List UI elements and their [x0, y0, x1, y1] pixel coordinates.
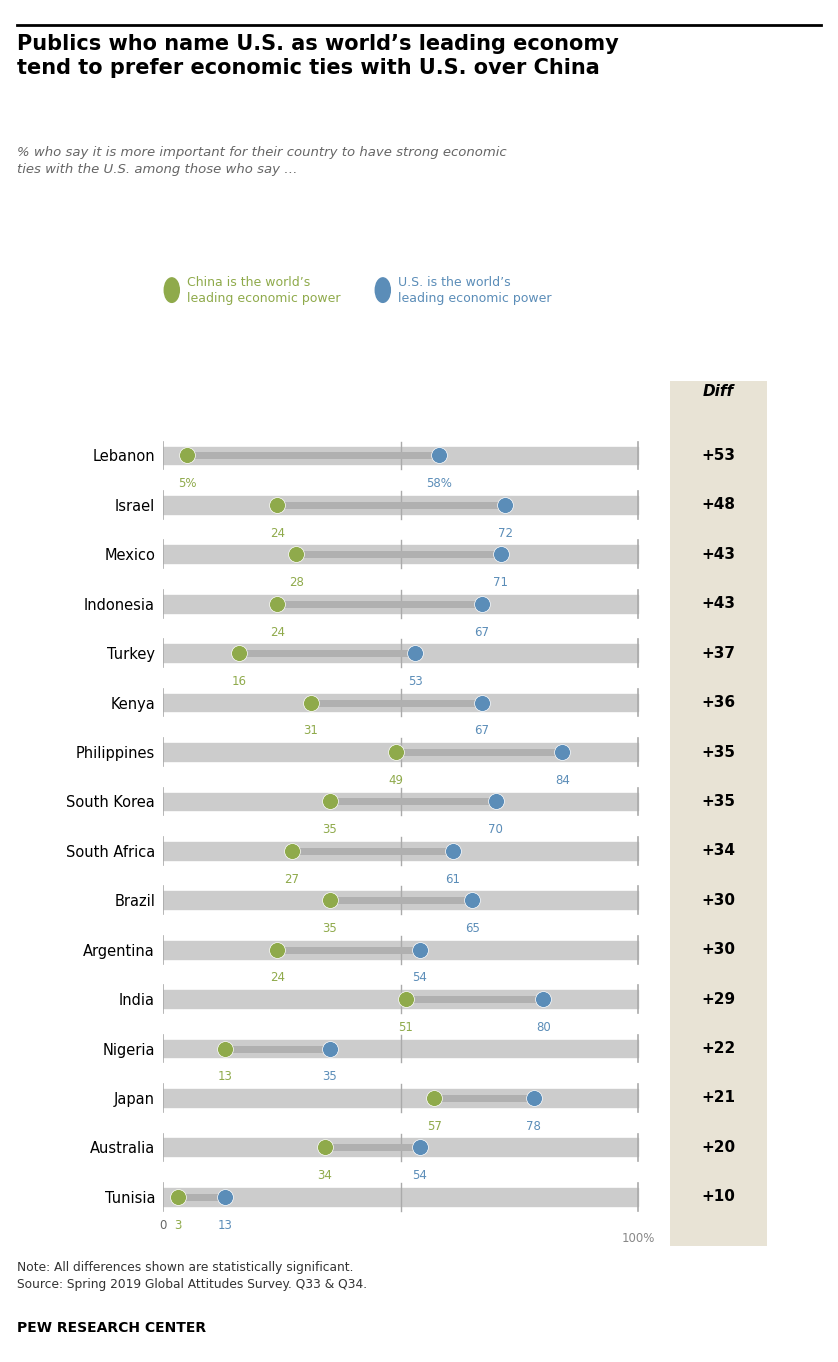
- Text: 49: 49: [389, 774, 404, 787]
- Text: +48: +48: [701, 497, 736, 512]
- Text: 35: 35: [323, 823, 337, 836]
- Text: 84: 84: [555, 774, 570, 787]
- Text: +22: +22: [701, 1041, 736, 1056]
- Point: [233, 643, 246, 665]
- Point: [427, 1087, 441, 1109]
- Text: 54: 54: [412, 1169, 427, 1182]
- Text: +10: +10: [701, 1189, 736, 1204]
- Text: 27: 27: [284, 873, 299, 885]
- Text: 13: 13: [218, 1071, 233, 1083]
- Text: +34: +34: [701, 843, 736, 858]
- Text: 80: 80: [536, 1022, 551, 1034]
- Point: [475, 692, 489, 714]
- Text: PEW RESEARCH CENTER: PEW RESEARCH CENTER: [17, 1321, 206, 1335]
- Point: [290, 543, 303, 565]
- Point: [171, 1186, 184, 1208]
- Text: 0: 0: [160, 1219, 167, 1231]
- Text: 71: 71: [493, 576, 508, 590]
- Point: [180, 444, 194, 466]
- Text: 61: 61: [446, 873, 461, 885]
- Text: 34: 34: [318, 1169, 333, 1182]
- Text: 72: 72: [498, 527, 513, 539]
- Text: 3: 3: [174, 1219, 181, 1231]
- Text: 31: 31: [303, 725, 318, 737]
- Text: 57: 57: [427, 1120, 442, 1133]
- Point: [475, 592, 489, 614]
- Text: 70: 70: [489, 823, 504, 836]
- Point: [489, 790, 503, 812]
- Point: [323, 889, 336, 911]
- Text: 65: 65: [464, 922, 479, 936]
- Text: 78: 78: [526, 1120, 541, 1133]
- Text: +30: +30: [701, 892, 736, 908]
- Text: Diff: Diff: [703, 384, 734, 399]
- Text: +29: +29: [701, 992, 736, 1007]
- Text: +36: +36: [701, 695, 736, 710]
- Point: [390, 741, 403, 763]
- Point: [323, 1038, 336, 1060]
- Text: +53: +53: [701, 448, 736, 463]
- Text: 58%: 58%: [426, 477, 452, 490]
- Text: 51: 51: [398, 1022, 413, 1034]
- Text: Note: All differences shown are statistically significant.
Source: Spring 2019 G: Note: All differences shown are statisti…: [17, 1261, 367, 1291]
- Text: +43: +43: [701, 597, 736, 612]
- Text: Publics who name U.S. as world’s leading economy
tend to prefer economic ties wi: Publics who name U.S. as world’s leading…: [17, 34, 618, 78]
- Text: 67: 67: [474, 725, 489, 737]
- Point: [285, 840, 298, 862]
- Point: [447, 840, 460, 862]
- Point: [413, 1136, 427, 1158]
- Text: +35: +35: [701, 745, 736, 760]
- Point: [323, 790, 336, 812]
- Point: [399, 989, 412, 1011]
- Point: [499, 494, 512, 516]
- Point: [271, 494, 284, 516]
- Text: 24: 24: [270, 971, 285, 985]
- Text: 24: 24: [270, 625, 285, 639]
- Text: 53: 53: [408, 676, 422, 688]
- Text: 67: 67: [474, 625, 489, 639]
- Text: +43: +43: [701, 546, 736, 563]
- Text: 100%: 100%: [622, 1233, 655, 1245]
- Point: [271, 938, 284, 960]
- Text: 5%: 5%: [178, 477, 196, 490]
- Point: [304, 692, 318, 714]
- Point: [465, 889, 478, 911]
- Point: [556, 741, 569, 763]
- Point: [318, 1136, 332, 1158]
- Point: [219, 1038, 232, 1060]
- Text: +30: +30: [701, 943, 736, 957]
- Point: [527, 1087, 541, 1109]
- Text: 35: 35: [323, 1071, 337, 1083]
- Text: 13: 13: [218, 1219, 233, 1231]
- Point: [494, 543, 507, 565]
- Text: +37: +37: [701, 646, 736, 661]
- Text: U.S. is the world’s
leading economic power: U.S. is the world’s leading economic pow…: [398, 276, 551, 305]
- Text: +21: +21: [701, 1091, 736, 1106]
- Point: [271, 592, 284, 614]
- Text: 28: 28: [289, 576, 304, 590]
- Text: +35: +35: [701, 794, 736, 809]
- Point: [219, 1186, 232, 1208]
- Text: 16: 16: [232, 676, 247, 688]
- Text: 24: 24: [270, 527, 285, 539]
- Point: [536, 989, 550, 1011]
- Point: [432, 444, 446, 466]
- Text: 54: 54: [412, 971, 427, 985]
- Point: [413, 938, 427, 960]
- Text: +20: +20: [701, 1140, 736, 1155]
- Text: 35: 35: [323, 922, 337, 936]
- Point: [408, 643, 422, 665]
- Text: China is the world’s
leading economic power: China is the world’s leading economic po…: [187, 276, 340, 305]
- Text: % who say it is more important for their country to have strong economic
ties wi: % who say it is more important for their…: [17, 146, 506, 176]
